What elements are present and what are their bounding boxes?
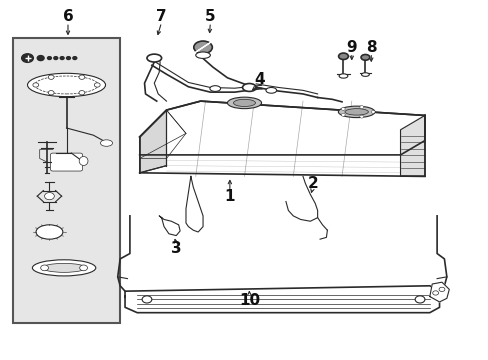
Circle shape	[432, 291, 438, 295]
Circle shape	[48, 91, 54, 95]
Text: 4: 4	[253, 72, 264, 87]
Polygon shape	[140, 140, 424, 176]
Circle shape	[359, 105, 363, 108]
Circle shape	[60, 57, 64, 59]
Ellipse shape	[100, 140, 112, 146]
Circle shape	[79, 91, 84, 95]
Ellipse shape	[35, 76, 98, 94]
Ellipse shape	[265, 87, 276, 93]
Circle shape	[341, 108, 345, 111]
Text: 3: 3	[171, 240, 181, 256]
Polygon shape	[429, 282, 448, 302]
Ellipse shape	[147, 54, 161, 62]
Text: 9: 9	[346, 40, 356, 55]
FancyBboxPatch shape	[50, 153, 82, 171]
Circle shape	[48, 75, 54, 79]
Polygon shape	[125, 286, 439, 313]
Circle shape	[66, 57, 70, 59]
Circle shape	[44, 193, 54, 200]
Circle shape	[370, 111, 374, 113]
Circle shape	[80, 265, 87, 271]
Text: 10: 10	[238, 293, 260, 308]
Text: 5: 5	[204, 9, 215, 24]
Ellipse shape	[193, 41, 212, 54]
Circle shape	[341, 113, 345, 116]
Ellipse shape	[195, 52, 210, 58]
Polygon shape	[140, 101, 424, 155]
Text: 1: 1	[224, 189, 235, 204]
Ellipse shape	[27, 73, 105, 96]
Ellipse shape	[79, 157, 88, 166]
Ellipse shape	[338, 74, 347, 78]
Circle shape	[142, 296, 152, 303]
Circle shape	[414, 296, 424, 303]
Circle shape	[21, 54, 33, 62]
Bar	[13, 39, 120, 323]
Ellipse shape	[344, 109, 367, 115]
Text: 2: 2	[307, 176, 318, 191]
Ellipse shape	[338, 106, 374, 118]
Ellipse shape	[42, 264, 86, 273]
Ellipse shape	[242, 84, 256, 91]
Circle shape	[359, 115, 363, 118]
Polygon shape	[185, 176, 203, 232]
Ellipse shape	[360, 54, 369, 60]
Circle shape	[79, 75, 84, 79]
Polygon shape	[140, 110, 166, 173]
Circle shape	[438, 287, 444, 292]
Ellipse shape	[209, 86, 220, 91]
Ellipse shape	[32, 260, 96, 276]
Ellipse shape	[361, 73, 368, 76]
Text: 7: 7	[156, 9, 166, 24]
Circle shape	[41, 265, 48, 271]
Circle shape	[94, 83, 100, 87]
Ellipse shape	[36, 225, 63, 239]
Polygon shape	[400, 116, 424, 176]
Ellipse shape	[338, 53, 347, 59]
Ellipse shape	[233, 99, 255, 107]
Circle shape	[73, 57, 77, 59]
Text: 8: 8	[365, 40, 376, 55]
Polygon shape	[285, 176, 317, 221]
Circle shape	[47, 57, 51, 59]
Circle shape	[37, 55, 44, 60]
Polygon shape	[159, 216, 180, 235]
Circle shape	[33, 83, 39, 87]
Text: 6: 6	[62, 9, 73, 24]
Circle shape	[54, 57, 58, 59]
Ellipse shape	[227, 97, 261, 109]
